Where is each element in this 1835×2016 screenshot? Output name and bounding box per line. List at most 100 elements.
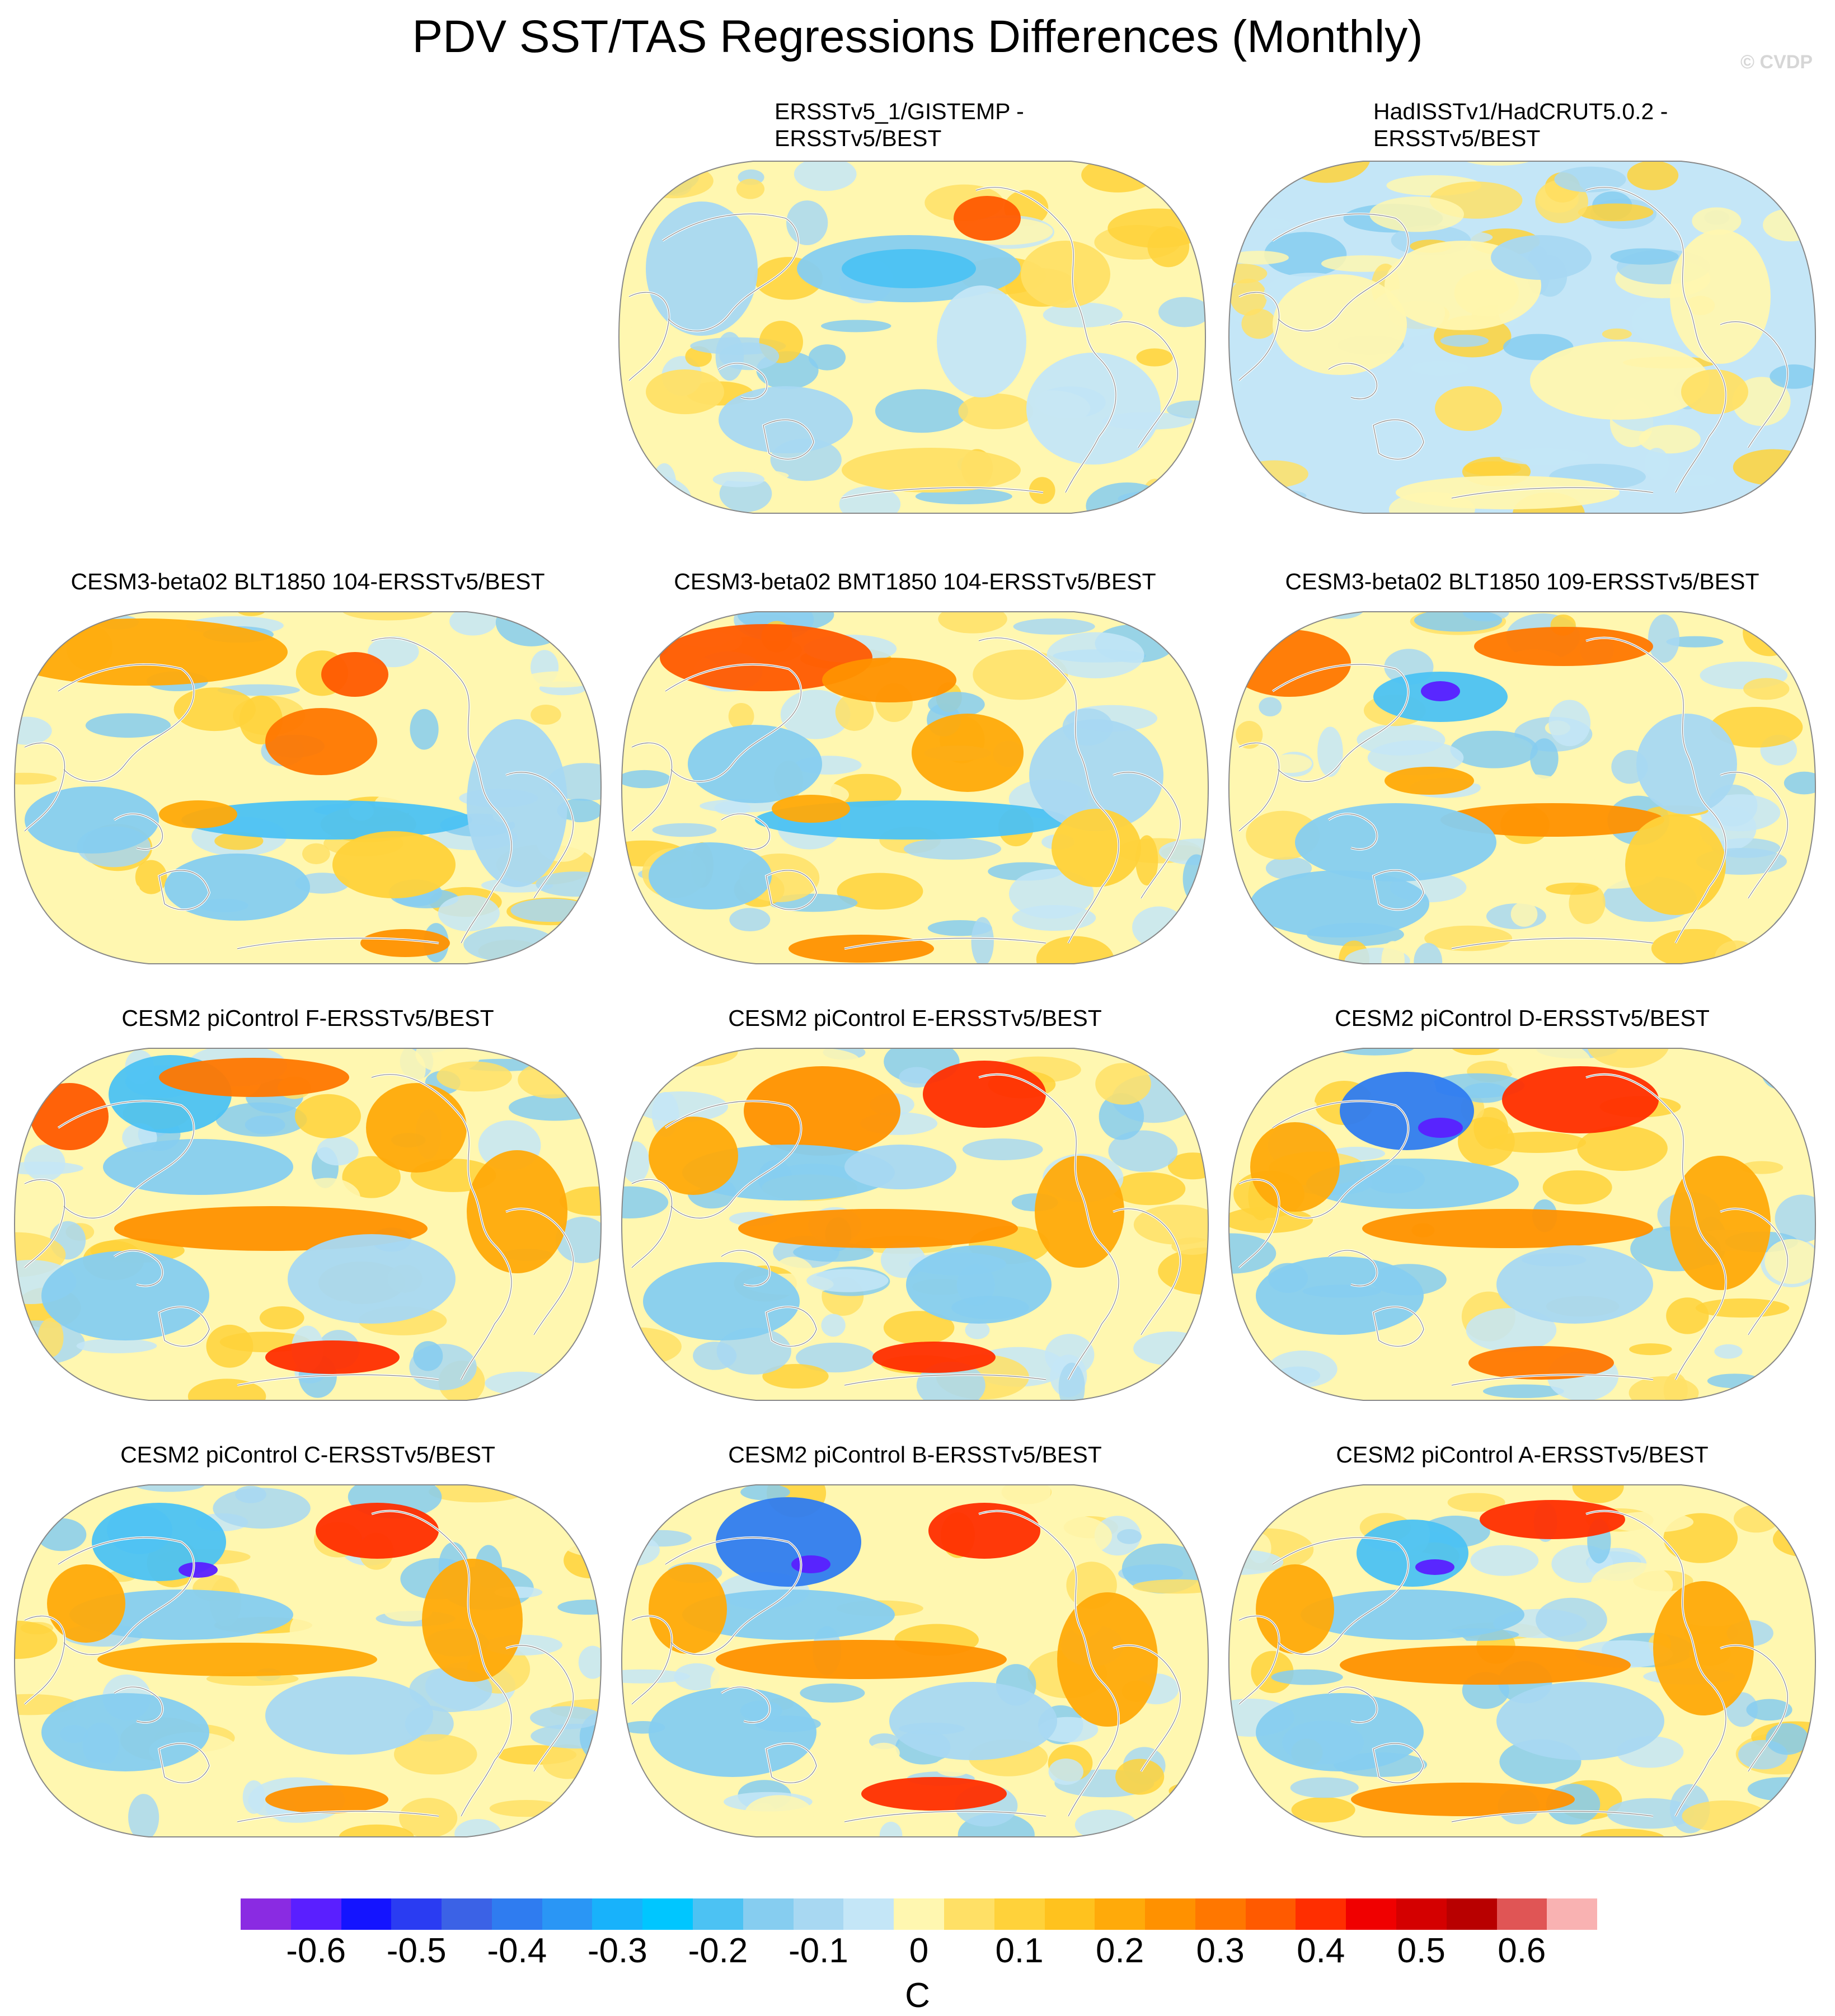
colorbar-swatch [391, 1898, 442, 1930]
field-patch [1136, 348, 1173, 367]
colorbar-swatch [1396, 1898, 1447, 1930]
field-patch [903, 838, 1002, 860]
colorbar-swatch [442, 1898, 492, 1930]
anomaly-patch [1301, 1590, 1524, 1640]
field-patch [530, 1706, 601, 1729]
field-patch [1548, 700, 1591, 747]
panel-title: HadISSTv1/HadCRUT5.0.2 - ERSSTv5/BEST [1222, 98, 1822, 152]
field-patch [1381, 941, 1405, 964]
anomaly-patch [649, 1564, 727, 1654]
field-patch [1013, 618, 1095, 635]
anomaly-patch [1681, 369, 1748, 414]
coastline-edge [631, 1615, 673, 1705]
colorbar-tick-label: 0.5 [1397, 1931, 1446, 1970]
coastline-edge [1373, 1743, 1424, 1783]
field-patch [1229, 251, 1289, 265]
map-field [619, 161, 1205, 513]
map-border [1228, 611, 1817, 964]
field-patch [1666, 1297, 1709, 1334]
field-patch [15, 1809, 72, 1829]
anomaly-patch [265, 1676, 433, 1755]
anomaly-patch [97, 1643, 377, 1676]
field-patch [642, 161, 706, 178]
field-patch [235, 1485, 266, 1503]
coastline-edge [1373, 419, 1424, 460]
coastline-edge [371, 1511, 512, 1817]
coastline-edge [371, 637, 512, 944]
field-patch [531, 704, 561, 725]
field-patch [1108, 1130, 1178, 1172]
anomaly-patch [467, 1150, 567, 1273]
field-patch [780, 690, 851, 739]
colorbar-swatch [592, 1898, 643, 1930]
field-patch [1770, 364, 1815, 389]
anomaly-patch [265, 1785, 388, 1813]
field-patch [619, 327, 667, 373]
anomaly-patch [861, 1777, 1007, 1811]
anomaly-patch [265, 1340, 400, 1374]
colorbar-tick-label: 0 [909, 1931, 929, 1970]
coastline-edge [721, 1250, 770, 1287]
field-patch [1290, 1777, 1359, 1798]
coastline-edge [662, 213, 799, 331]
field-patch [1760, 1048, 1798, 1090]
field-patch [285, 917, 340, 936]
field-patch [1357, 724, 1446, 756]
field-patch [1746, 1699, 1792, 1721]
colorbar-swatch [1195, 1898, 1246, 1930]
field-patch [1158, 297, 1205, 327]
field-patch [1695, 1298, 1790, 1318]
field-patch [135, 860, 167, 894]
field-patch [1023, 1555, 1076, 1586]
field-patch [1334, 1048, 1415, 1056]
anomaly-patch [643, 1262, 800, 1340]
field-patch [1133, 1331, 1208, 1366]
field-patch [1291, 1797, 1355, 1823]
field-patch [393, 1734, 477, 1775]
field-patch [1168, 1783, 1203, 1799]
field-patch [1095, 1063, 1151, 1105]
field-patch [289, 1612, 322, 1649]
field-patch [529, 1665, 552, 1714]
field-patch [916, 1361, 985, 1400]
coastline-edge [1373, 870, 1424, 910]
coastline-edge [158, 1743, 210, 1783]
field-patch [1447, 1493, 1505, 1512]
figure-title: PDV SST/TAS Regressions Differences (Mon… [412, 11, 1423, 62]
anomaly-patch [92, 1503, 226, 1581]
coastline-edge [1110, 321, 1178, 448]
anomaly-patch [1636, 714, 1737, 814]
field-patch [1602, 328, 1632, 340]
anomaly-patch [265, 708, 377, 775]
field-patch [179, 941, 208, 964]
map-border [1228, 1484, 1817, 1837]
colorbar-swatch [1547, 1898, 1598, 1930]
coastline-edge [1328, 1686, 1377, 1723]
map-field [622, 612, 1208, 964]
anomaly-patch [1435, 386, 1502, 431]
anomaly-patch [1480, 1500, 1625, 1539]
coastline-edge [1451, 937, 1654, 949]
field-patch [958, 393, 1034, 429]
colorbar-swatch [1145, 1898, 1195, 1930]
coastline-edge [158, 870, 210, 910]
anomaly-patch [1653, 1581, 1754, 1715]
coastline-edge [24, 1179, 65, 1268]
map-field [1229, 1485, 1815, 1837]
coastline-edge [114, 1686, 163, 1723]
field-patch [1424, 925, 1513, 951]
anomaly-patch [1396, 476, 1620, 509]
coastline-edge [114, 1250, 163, 1287]
colorbar-labels: -0.6 -0.5 -0.4 -0.3 -0.2 -0.1 0 0.1 0.2 0.3 0.4 0.5… [0, 1931, 1835, 1976]
coastline-edge [58, 1100, 194, 1218]
field-patch [557, 1600, 601, 1615]
colorbar-tick-label: 0.2 [1096, 1931, 1144, 1970]
anomaly-patch [744, 1066, 900, 1156]
field-patch [1229, 1233, 1276, 1274]
anomaly-patch [1052, 809, 1141, 887]
anomaly-patch [179, 1562, 218, 1578]
field-patch [510, 898, 592, 922]
field-patch [1259, 697, 1282, 717]
anomaly-patch [332, 831, 456, 898]
map-panel-10: CESM2 piControl B-ERSSTv5/BEST [615, 1441, 1215, 1837]
